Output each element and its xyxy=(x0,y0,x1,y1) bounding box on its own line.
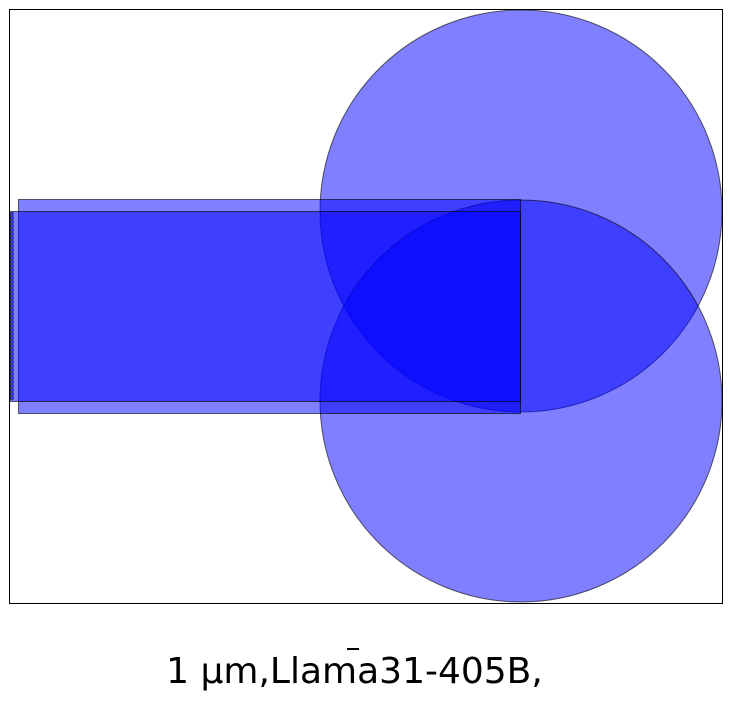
edge-marker xyxy=(9,239,15,245)
edge-marker xyxy=(9,283,15,289)
edge-marker xyxy=(9,215,15,221)
edge-marker xyxy=(9,323,15,329)
edge-marker xyxy=(9,371,15,377)
edge-marker xyxy=(9,311,15,317)
edge-marker xyxy=(9,351,15,357)
edge-marker xyxy=(9,319,15,325)
edge-marker xyxy=(9,275,15,281)
edge-marker xyxy=(9,335,15,341)
edge-marker xyxy=(9,287,15,293)
edge-marker xyxy=(9,291,15,297)
marker-column xyxy=(9,211,15,401)
edge-marker xyxy=(9,223,15,229)
edge-marker xyxy=(9,259,15,265)
edge-marker xyxy=(9,299,15,305)
edge-marker xyxy=(9,395,15,401)
edge-marker xyxy=(9,279,15,285)
edge-marker xyxy=(9,247,15,253)
edge-marker xyxy=(9,339,15,345)
edge-marker xyxy=(9,363,15,369)
edge-marker xyxy=(9,367,15,373)
edge-marker xyxy=(9,375,15,381)
edge-marker xyxy=(9,359,15,365)
edge-marker xyxy=(9,327,15,333)
edge-marker xyxy=(9,243,15,249)
edge-marker xyxy=(9,383,15,389)
edge-marker xyxy=(9,331,15,337)
diagram-caption: 1 μm,Llama31-405B, xyxy=(166,651,543,692)
edge-marker xyxy=(9,263,15,269)
edge-marker xyxy=(9,391,15,397)
edge-marker xyxy=(9,227,15,233)
inner-rectangle xyxy=(10,211,521,402)
edge-marker xyxy=(9,251,15,257)
edge-marker xyxy=(9,347,15,353)
edge-marker xyxy=(9,211,15,217)
edge-marker xyxy=(9,231,15,237)
edge-marker xyxy=(9,219,15,225)
edge-marker xyxy=(9,235,15,241)
edge-marker xyxy=(9,307,15,313)
caption-overmark xyxy=(347,648,359,650)
edge-marker xyxy=(9,387,15,393)
edge-marker xyxy=(9,355,15,361)
edge-marker xyxy=(9,271,15,277)
edge-marker xyxy=(9,303,15,309)
edge-marker xyxy=(9,343,15,349)
edge-marker xyxy=(9,255,15,261)
edge-marker xyxy=(9,295,15,301)
edge-marker xyxy=(9,315,15,321)
edge-marker xyxy=(9,379,15,385)
edge-marker xyxy=(9,267,15,273)
